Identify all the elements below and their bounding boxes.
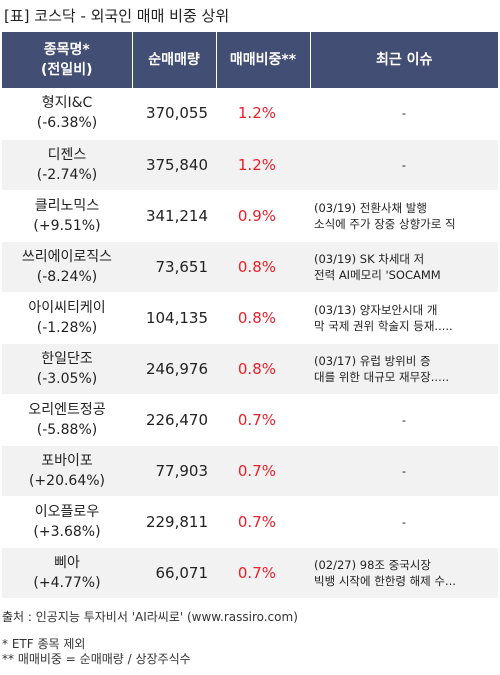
price-change: (+20.64%) (28, 472, 106, 489)
table-body: 형지I&C (-6.38%) 370,055 1.2% - 디젠스 (-2.74%) 375,… (2, 88, 498, 599)
stock-name-cell: 아이씨티케이 (-1.28%) (2, 292, 132, 344)
stock-name-cell: 포바이포 (+20.64%) (2, 445, 132, 497)
trading-ratio: 0.7% (216, 547, 310, 599)
net-volume: 226,470 (132, 394, 216, 446)
trading-ratio: 0.7% (216, 445, 310, 497)
stock-name-cell: 형지I&C (-6.38%) (2, 88, 132, 140)
trading-ratio: 0.8% (216, 292, 310, 344)
price-change: (-3.05%) (36, 370, 98, 387)
table-row: 포바이포 (+20.64%) 77,903 0.7% - (2, 445, 498, 497)
recent-issue-line2: 전력 AI메모리 'SOCAMM (314, 267, 441, 282)
recent-issue: (02/27) 98조 중국시장 빅뱅 시작에 한한령 해제 수... (310, 547, 498, 599)
trading-ratio: 0.9% (216, 190, 310, 242)
recent-issue-line1: - (401, 412, 407, 427)
net-volume: 229,811 (132, 496, 216, 548)
table-row: 형지I&C (-6.38%) 370,055 1.2% - (2, 88, 498, 140)
trading-ratio: 0.7% (216, 496, 310, 548)
footnote-ratio: ** 매매비중 = 순매매량 / 상장주식수 (2, 651, 191, 666)
stock-name-cell: 삐아 (+4.77%) (2, 547, 132, 599)
stock-name: 이오플로우 (34, 503, 100, 520)
table-row: 아이씨티케이 (-1.28%) 104,135 0.8% (03/13) 양자보안시대 … (2, 292, 498, 344)
net-volume: 77,903 (132, 445, 216, 497)
stock-name-cell: 클리노믹스 (+9.51%) (2, 190, 132, 242)
stock-name: 아이씨티케이 (28, 299, 106, 316)
trading-ratio: 0.8% (216, 241, 310, 293)
stock-name-cell: 이오플로우 (+3.68%) (2, 496, 132, 548)
recent-issue-line1: (02/27) 98조 중국시장 (314, 557, 431, 572)
trading-ratio: 0.7% (216, 394, 310, 446)
column-header-volume: 순매매량 (132, 32, 217, 88)
table-header-row: 종목명* (전일비) 순매매량 매매비중** 최근 이슈 (2, 32, 498, 88)
price-change: (+9.51%) (33, 217, 101, 234)
net-volume: 246,976 (132, 343, 216, 395)
table-row: 이오플로우 (+3.68%) 229,811 0.7% - (2, 496, 498, 548)
column-header-name: 종목명* (전일비) (2, 32, 133, 88)
net-volume: 370,055 (132, 88, 216, 140)
column-header-name-line1: 종목명* (43, 42, 90, 58)
net-volume: 73,651 (132, 241, 216, 293)
price-change: (-2.74%) (36, 166, 98, 183)
stock-name-cell: 쓰리에이로직스 (-8.24%) (2, 241, 132, 293)
net-volume: 375,840 (132, 139, 216, 191)
stock-name: 삐아 (54, 554, 80, 571)
trading-ratio: 1.2% (216, 88, 310, 140)
stock-name: 한일단조 (41, 350, 93, 367)
price-change: (-8.24%) (36, 268, 98, 285)
price-change: (-5.88%) (36, 421, 98, 438)
recent-issue-line2: 대를 위한 대규모 재무장..... (314, 369, 450, 384)
table-row: 오리엔트정공 (-5.88%) 226,470 0.7% - (2, 394, 498, 446)
stock-name: 형지I&C (41, 95, 93, 112)
recent-issue-line1: (03/17) 유럽 방위비 증 (314, 353, 431, 368)
recent-issue: - (310, 139, 498, 191)
recent-issue-line1: (03/19) 전환사채 발행 (314, 200, 427, 215)
stock-name-cell: 오리엔트정공 (-5.88%) (2, 394, 132, 446)
recent-issue-line1: - (401, 106, 407, 121)
price-change: (-6.38%) (36, 115, 98, 132)
table-row: 클리노믹스 (+9.51%) 341,214 0.9% (03/19) 전환사채 발행 소… (2, 190, 498, 242)
recent-issue: - (310, 496, 498, 548)
price-change: (+3.68%) (33, 523, 101, 540)
source-note: 출처 : 인공지능 투자비서 'AI라씨로' (www.rassiro.com) (2, 609, 298, 624)
recent-issue-line1: - (401, 157, 407, 172)
net-volume: 341,214 (132, 190, 216, 242)
table-row: 디젠스 (-2.74%) 375,840 1.2% - (2, 139, 498, 191)
trading-ratio: 1.2% (216, 139, 310, 191)
column-header-issue: 최근 이슈 (310, 32, 498, 88)
page-title: [표] 코스닥 - 외국인 매매 비중 상위 (4, 7, 230, 25)
footnote-etf: * ETF 종목 제외 (2, 636, 86, 651)
recent-issue-line1: (03/13) 양자보안시대 개 (314, 302, 438, 317)
stock-name: 포바이포 (41, 452, 93, 469)
recent-issue-line2: 막 국제 권위 학술지 등재..... (314, 318, 453, 333)
recent-issue-line1: - (401, 463, 407, 478)
net-volume: 66,071 (132, 547, 216, 599)
trading-ratio: 0.8% (216, 343, 310, 395)
stock-name: 디젠스 (47, 146, 87, 163)
recent-issue: (03/19) SK 차세대 저 전력 AI메모리 'SOCAMM (310, 241, 498, 293)
stock-name: 클리노믹스 (34, 197, 100, 214)
recent-issue-line2: 빅뱅 시작에 한한령 해제 수... (314, 573, 456, 588)
stock-name: 오리엔트정공 (28, 401, 106, 418)
stock-name-cell: 한일단조 (-3.05%) (2, 343, 132, 395)
price-change: (-1.28%) (36, 319, 98, 336)
stock-name: 쓰리에이로직스 (21, 248, 113, 265)
recent-issue-line1: (03/19) SK 차세대 저 (314, 251, 425, 266)
table-row: 삐아 (+4.77%) 66,071 0.7% (02/27) 98조 중국시장 빅뱅 … (2, 547, 498, 599)
column-header-name-line2: (전일비) (41, 62, 93, 78)
recent-issue-line1: - (401, 514, 407, 529)
recent-issue: - (310, 445, 498, 497)
foreign-trading-table: 종목명* (전일비) 순매매량 매매비중** 최근 이슈 형지I&C (-6.38… (2, 32, 498, 599)
stock-name-cell: 디젠스 (-2.74%) (2, 139, 132, 191)
recent-issue: (03/17) 유럽 방위비 증 대를 위한 대규모 재무장..... (310, 343, 498, 395)
recent-issue-line2: 소식에 주가 장중 상향가로 직 (314, 216, 456, 231)
recent-issue: (03/19) 전환사채 발행 소식에 주가 장중 상향가로 직 (310, 190, 498, 242)
recent-issue: - (310, 88, 498, 140)
table-row: 쓰리에이로직스 (-8.24%) 73,651 0.8% (03/19) SK 차세대 … (2, 241, 498, 293)
column-header-ratio: 매매비중** (216, 32, 311, 88)
price-change: (+4.77%) (33, 574, 101, 591)
net-volume: 104,135 (132, 292, 216, 344)
recent-issue: - (310, 394, 498, 446)
